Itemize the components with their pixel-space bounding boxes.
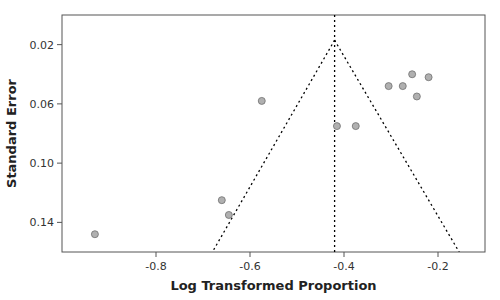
point [409,71,416,78]
y-tick-label: 0.14 [30,216,55,229]
point [352,123,359,130]
y-tick [57,44,62,45]
y-tick-label: 0.02 [30,39,55,52]
point [218,197,225,204]
point [413,93,420,100]
funnel-line [335,40,460,252]
y-tick [57,222,62,223]
point [385,83,392,90]
x-axis: -0.8 -0.6 -0.4 -0.2 [145,252,448,273]
x-tick-label: -0.2 [427,260,448,273]
y-tick [57,103,62,104]
plot-area [91,15,459,252]
y-tick-label: 0.06 [30,98,55,111]
y-tick-label: 0.10 [30,157,55,170]
point [333,123,340,130]
x-tick [344,252,345,257]
y-axis-label: Standard Error [4,78,19,188]
x-tick [438,252,439,257]
point [225,211,232,218]
point [399,83,406,90]
plot-frame [62,15,485,252]
point [258,97,265,104]
funnel-line [212,40,334,252]
y-tick [57,163,62,164]
x-tick [250,252,251,257]
x-tick-label: -0.8 [145,260,166,273]
x-axis-label: Log Transformed Proportion [170,278,376,293]
point [425,74,432,81]
x-tick [156,252,157,257]
point [91,231,98,238]
x-tick-label: -0.6 [239,260,260,273]
funnel-line [334,15,335,252]
x-tick-label: -0.4 [333,260,354,273]
y-axis: 0.02 0.06 0.10 0.14 [30,39,63,230]
chart: -0.8 -0.6 -0.4 -0.2 0.02 0.06 0.10 0.14 Log Tran… [0,0,500,300]
